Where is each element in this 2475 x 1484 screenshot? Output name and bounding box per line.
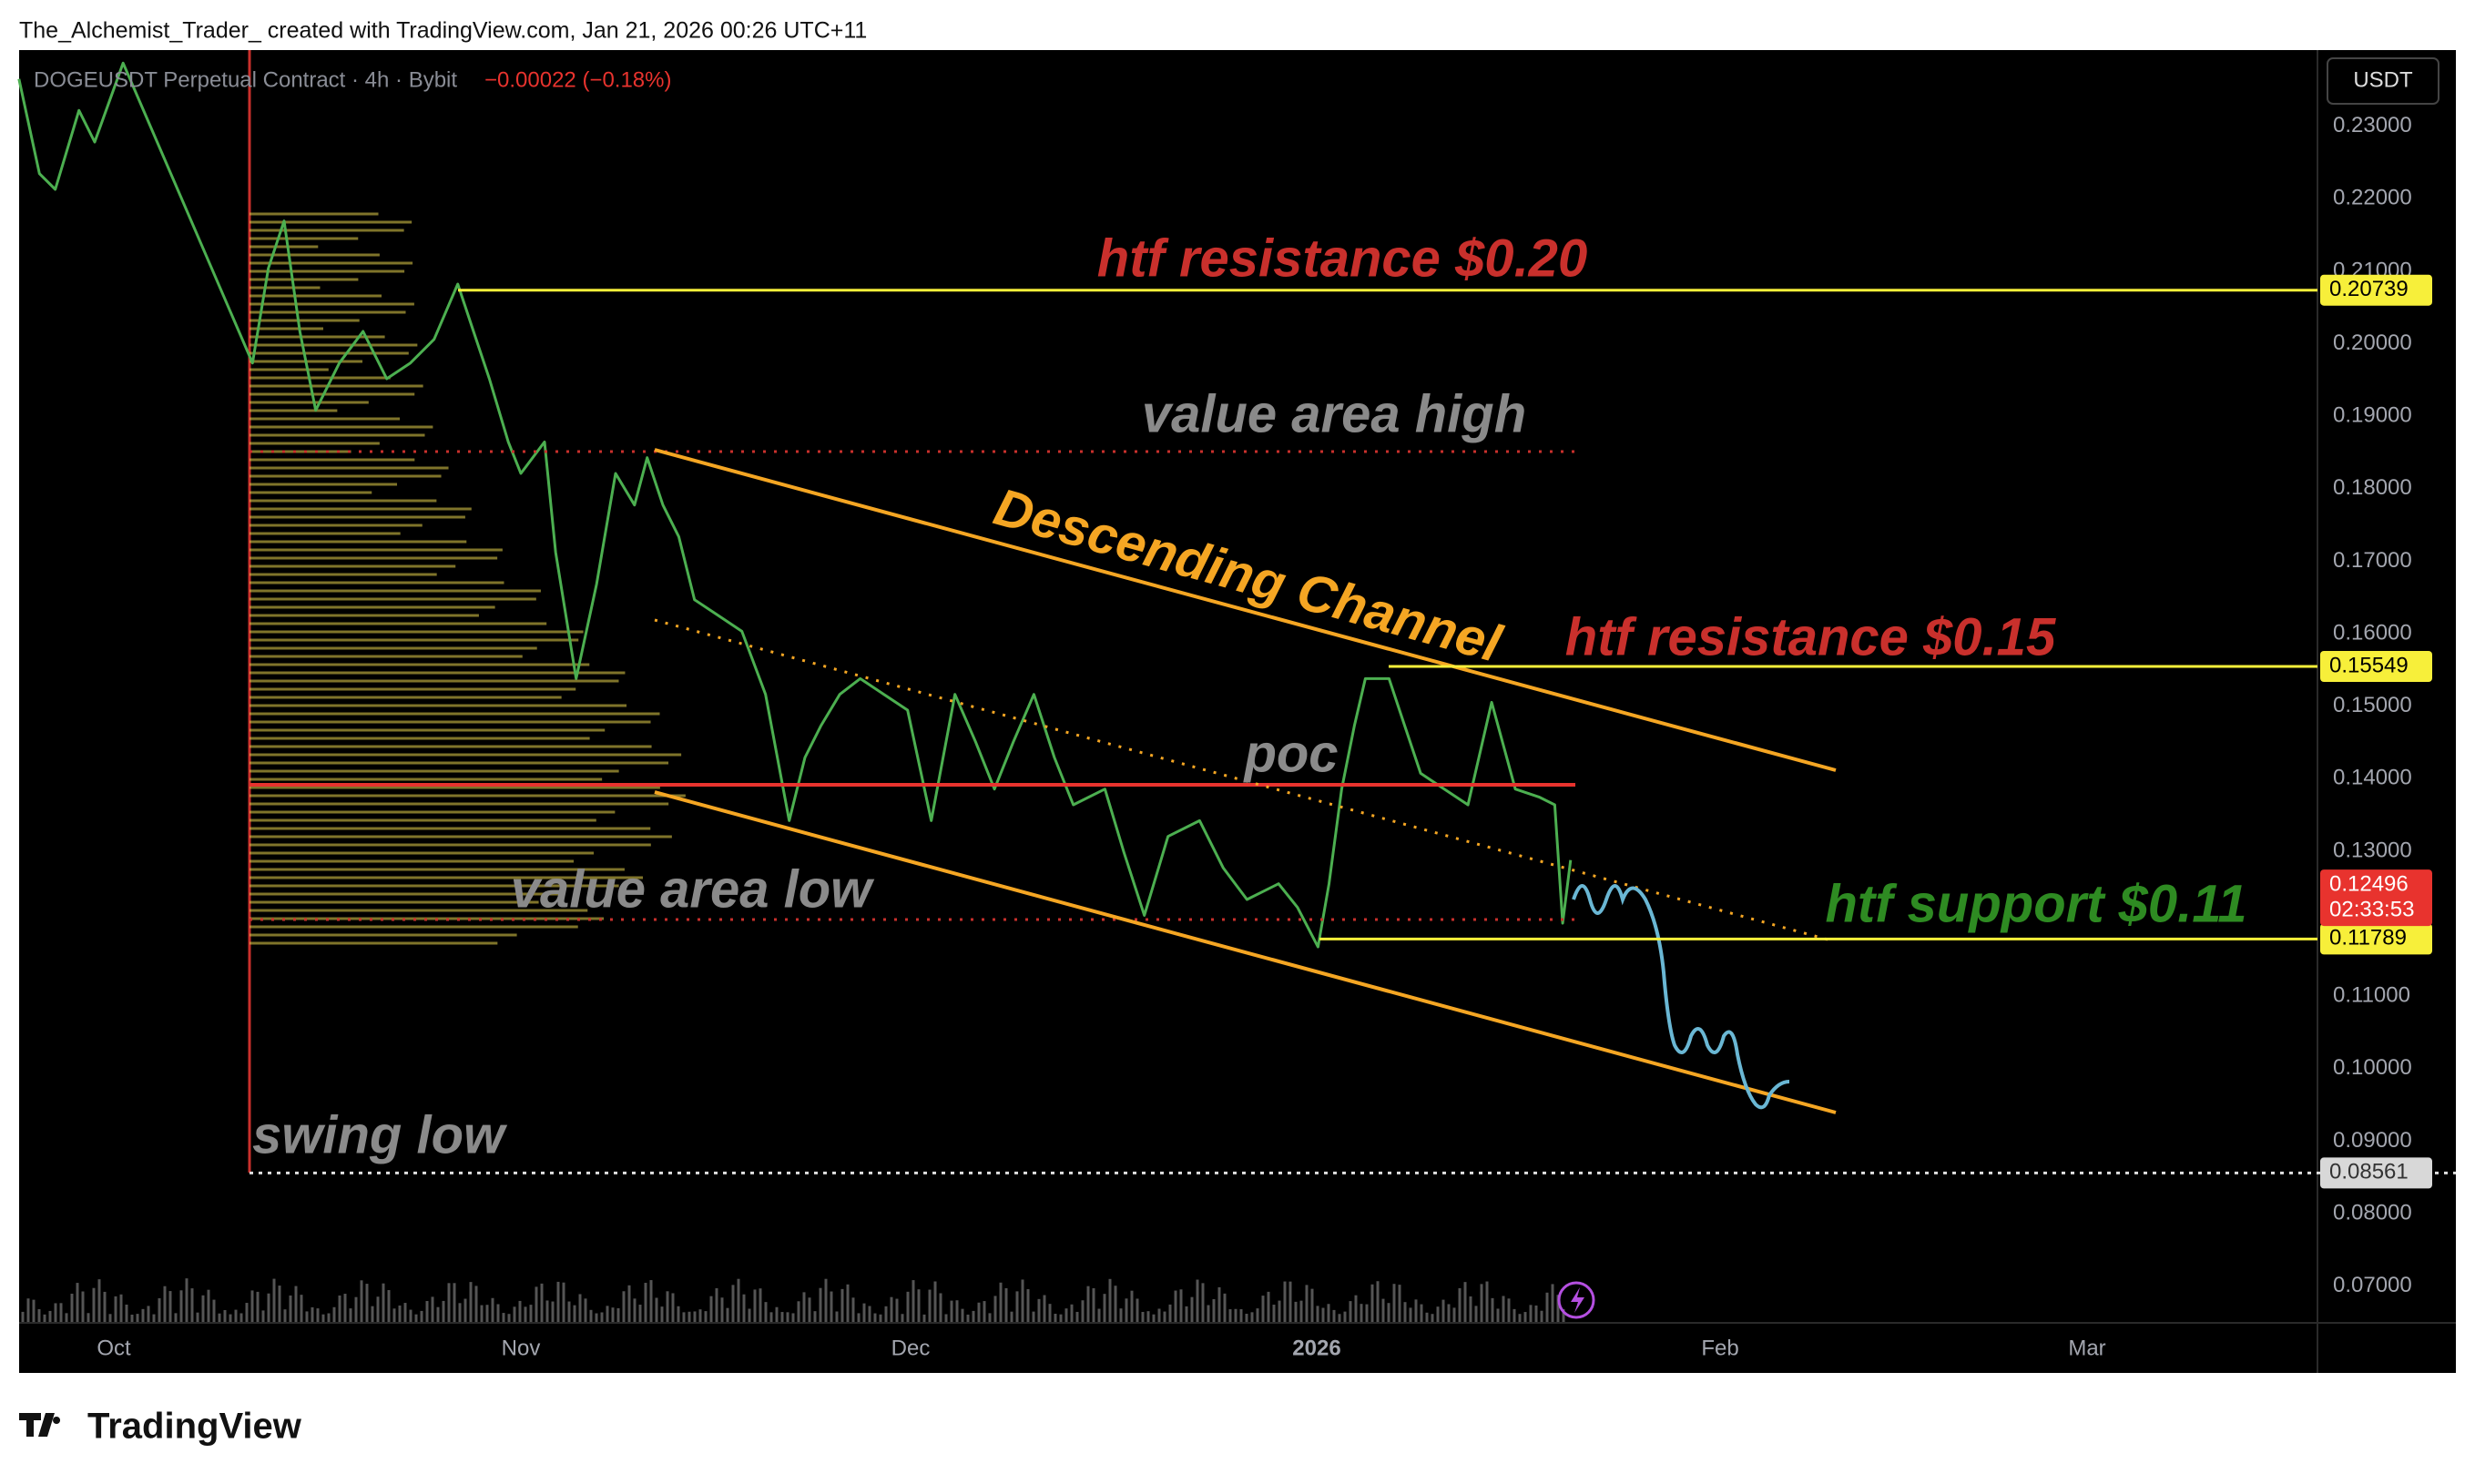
countdown-label: 02:33:53 (2329, 897, 2414, 921)
chart-pane (19, 50, 2456, 1373)
price-tick-label: 0.16000 (2333, 620, 2412, 645)
level-label: 0.15549 (2329, 653, 2409, 677)
price-tick-label: 0.17000 (2333, 548, 2412, 573)
logo-mark (19, 1413, 61, 1437)
price-tick-label: 0.20000 (2333, 330, 2412, 355)
currency-label[interactable]: USDT (2353, 67, 2413, 92)
level-label: 0.08561 (2329, 1160, 2409, 1184)
level-label: 0.11789 (2329, 926, 2407, 950)
annotation: value area low (511, 859, 875, 919)
price-tick-label: 0.14000 (2333, 766, 2412, 790)
alert-bolt (1571, 1287, 1584, 1313)
annotation: htf resistance $0.20 (1097, 229, 1587, 288)
price-tick-label: 0.23000 (2333, 113, 2412, 137)
annotation: htf resistance $0.15 (1565, 607, 2056, 666)
time-tick-label: Nov (502, 1336, 541, 1360)
price-tick-label: 0.11000 (2333, 983, 2410, 1008)
price-tick-label: 0.13000 (2333, 838, 2412, 862)
time-tick-label: Dec (891, 1336, 931, 1360)
projection-path (1572, 884, 1790, 1110)
symbol-change: −0.00022 (−0.18%) (484, 67, 672, 92)
price-tick-label: 0.19000 (2333, 403, 2412, 428)
level-badge (2320, 650, 2432, 682)
price-tick-label: 0.09000 (2333, 1128, 2412, 1153)
current-price-label: 0.12496 (2329, 871, 2409, 896)
time-tick-label: Oct (97, 1336, 131, 1360)
footer-logo: TradingView (87, 1407, 302, 1447)
decor (17, 61, 1573, 1322)
time-tick-label: 2026 (1292, 1336, 1340, 1360)
price-path (17, 61, 1573, 949)
annotation: value area high (1142, 384, 1526, 443)
currency-button[interactable] (2327, 57, 2439, 105)
price-tick-label: 0.07000 (2333, 1273, 2412, 1297)
price-tick-label: 0.22000 (2333, 186, 2412, 210)
attribution: The_Alchemist_Trader_ created with Tradi… (19, 18, 867, 44)
price-tick-label: 0.15000 (2333, 693, 2412, 717)
annotation: htf support $0.11 (1826, 874, 2247, 933)
price-tick-label: 0.08000 (2333, 1200, 2412, 1225)
alert-icon[interactable] (1557, 1281, 1595, 1319)
level-badge (2320, 274, 2432, 306)
current-price-badge (2320, 869, 2432, 927)
annotation: swing low (252, 1105, 508, 1164)
level-badge (2320, 923, 2432, 955)
annotation: poc (1242, 724, 1338, 783)
time-tick-label: Mar (2068, 1336, 2105, 1360)
level-label: 0.20739 (2329, 277, 2409, 301)
price-tick-label: 0.18000 (2333, 475, 2412, 500)
price-tick-label: 0.10000 (2333, 1055, 2412, 1080)
time-tick-label: Feb (1701, 1336, 1738, 1360)
channel-lower (654, 790, 1837, 1114)
symbol-name: DOGEUSDT Perpetual Contract · 4h · Bybit (34, 67, 457, 92)
level-badge (2320, 1157, 2432, 1189)
channel-upper (654, 448, 1837, 772)
